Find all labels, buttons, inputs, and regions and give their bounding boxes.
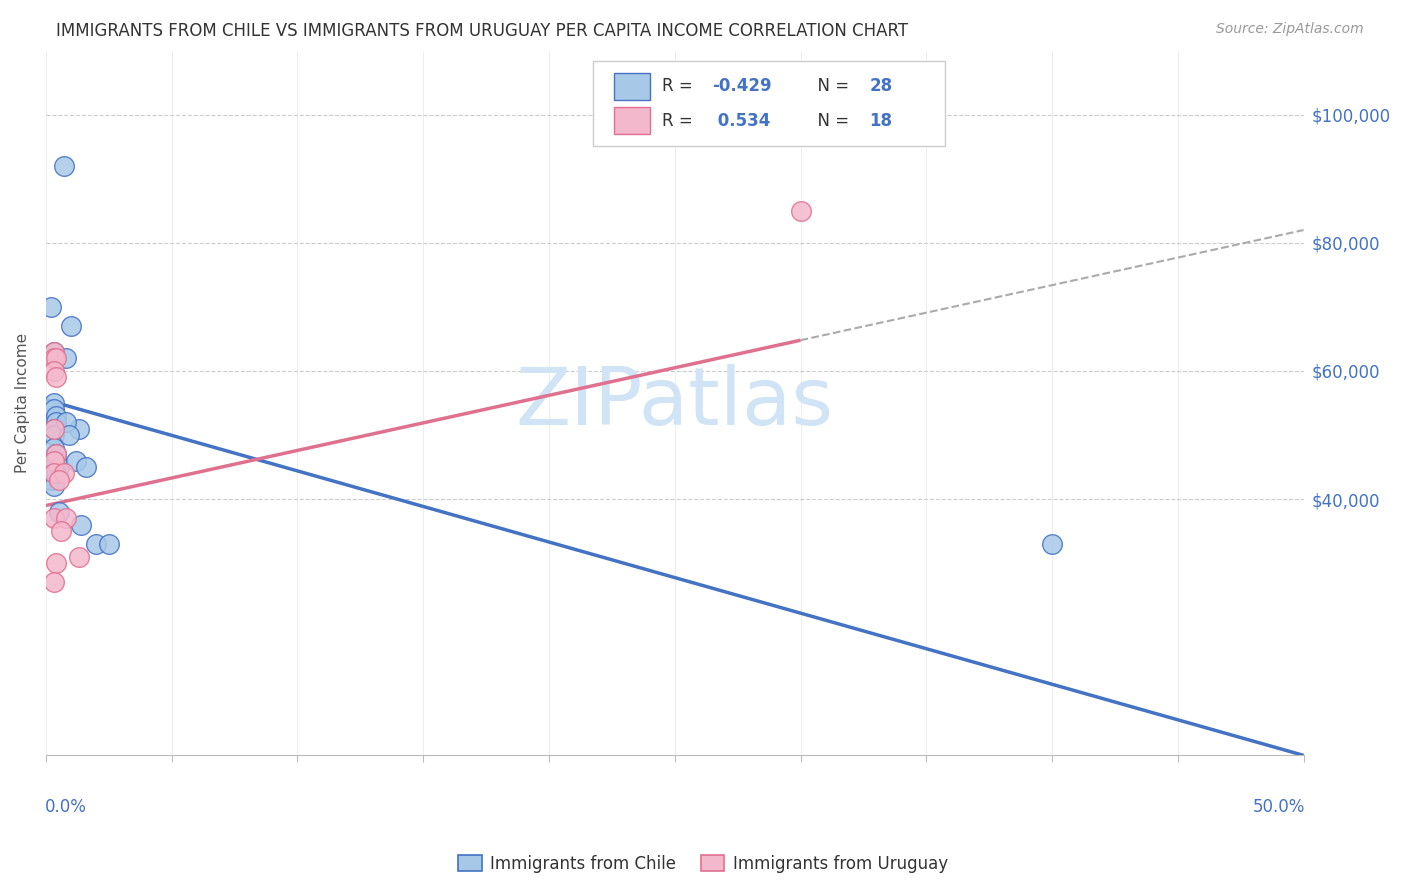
Point xyxy=(48,505,70,519)
Point xyxy=(42,453,65,467)
Point xyxy=(42,351,65,366)
Point xyxy=(55,351,77,366)
Point xyxy=(45,467,67,481)
Point xyxy=(42,441,65,455)
Point xyxy=(42,402,65,417)
Point xyxy=(48,460,70,475)
Point xyxy=(45,370,67,384)
Point xyxy=(65,453,87,467)
Point xyxy=(42,344,65,359)
Point xyxy=(42,396,65,410)
Text: 0.0%: 0.0% xyxy=(45,797,87,815)
Point xyxy=(45,453,67,467)
Text: 50.0%: 50.0% xyxy=(1253,797,1305,815)
FancyBboxPatch shape xyxy=(593,62,945,145)
Point xyxy=(67,549,90,564)
Point xyxy=(45,447,67,461)
Point xyxy=(60,319,83,334)
Text: 28: 28 xyxy=(870,78,893,95)
Point xyxy=(42,428,65,442)
Text: Source: ZipAtlas.com: Source: ZipAtlas.com xyxy=(1216,22,1364,37)
Point xyxy=(42,422,65,436)
Text: IMMIGRANTS FROM CHILE VS IMMIGRANTS FROM URUGUAY PER CAPITA INCOME CORRELATION C: IMMIGRANTS FROM CHILE VS IMMIGRANTS FROM… xyxy=(56,22,908,40)
Point xyxy=(52,159,75,173)
Point xyxy=(55,511,77,525)
Point xyxy=(48,473,70,487)
Point xyxy=(42,511,65,525)
Point xyxy=(42,575,65,590)
Point xyxy=(45,415,67,429)
Point xyxy=(39,300,62,314)
Legend: Immigrants from Chile, Immigrants from Uruguay: Immigrants from Chile, Immigrants from U… xyxy=(451,848,955,880)
Point xyxy=(75,460,97,475)
Point xyxy=(42,467,65,481)
Text: -0.429: -0.429 xyxy=(713,78,772,95)
Point xyxy=(55,415,77,429)
Point xyxy=(42,479,65,493)
Text: 0.534: 0.534 xyxy=(713,112,770,129)
Point xyxy=(45,556,67,570)
Text: 18: 18 xyxy=(870,112,893,129)
FancyBboxPatch shape xyxy=(614,107,650,134)
Text: R =: R = xyxy=(662,112,699,129)
Point xyxy=(42,344,65,359)
Point xyxy=(52,467,75,481)
Y-axis label: Per Capita Income: Per Capita Income xyxy=(15,333,30,473)
Text: N =: N = xyxy=(807,78,855,95)
Text: R =: R = xyxy=(662,78,699,95)
Text: N =: N = xyxy=(807,112,855,129)
Point xyxy=(58,428,80,442)
Point xyxy=(39,473,62,487)
Point xyxy=(42,364,65,378)
Text: ZIPatlas: ZIPatlas xyxy=(516,364,834,442)
FancyBboxPatch shape xyxy=(614,73,650,100)
Point xyxy=(45,351,67,366)
Point xyxy=(789,203,811,218)
Point xyxy=(42,422,65,436)
Point xyxy=(97,537,120,551)
Point xyxy=(45,447,67,461)
Point xyxy=(84,537,107,551)
Point xyxy=(49,524,72,538)
Point xyxy=(45,409,67,423)
Point xyxy=(67,422,90,436)
Point xyxy=(1040,537,1063,551)
Point xyxy=(70,517,93,532)
